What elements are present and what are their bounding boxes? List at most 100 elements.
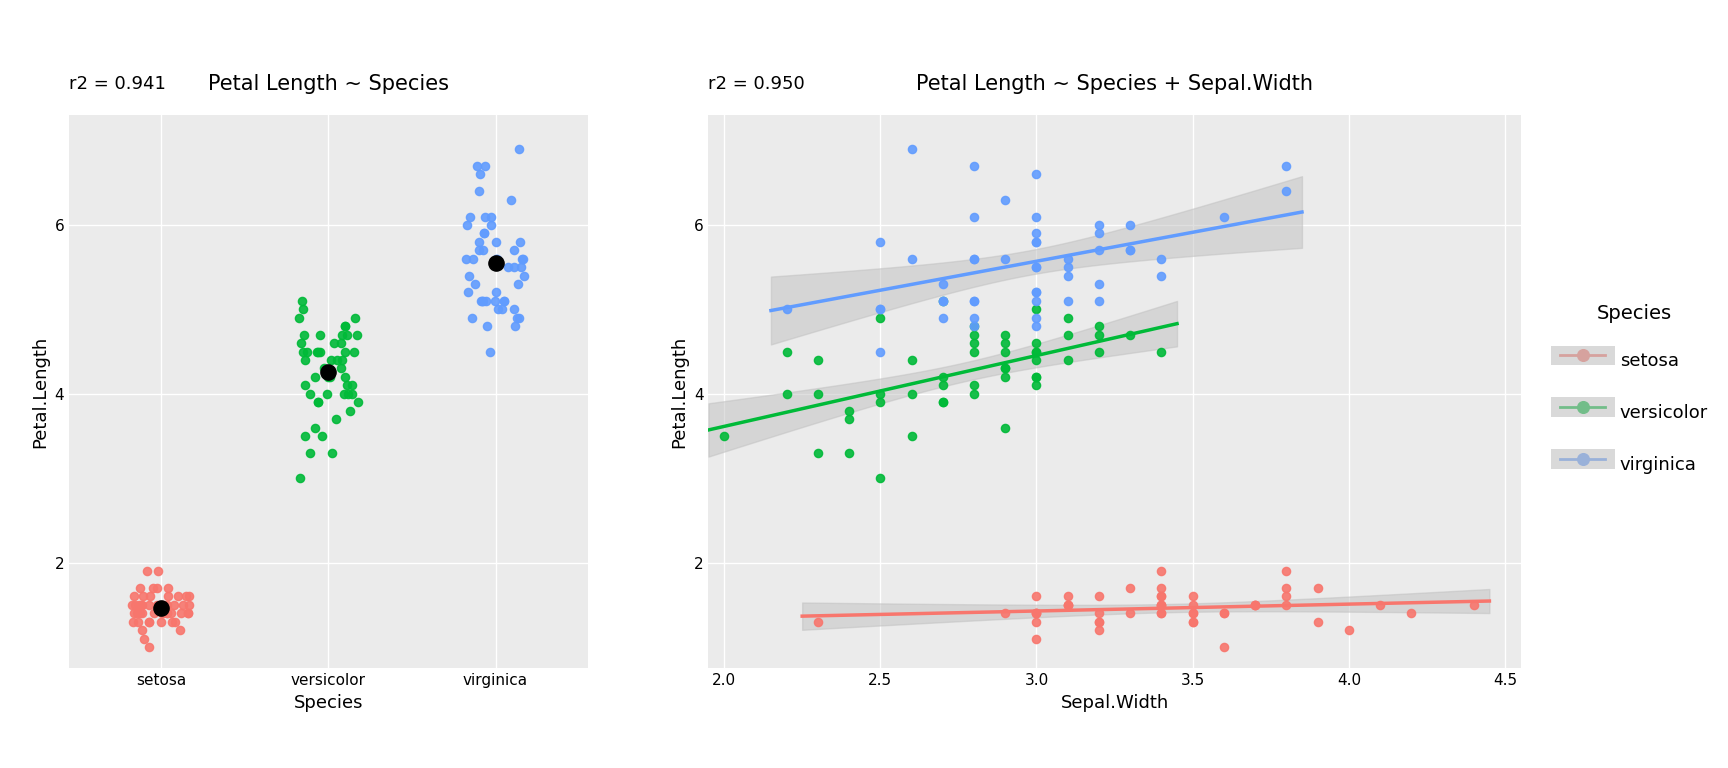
Point [835, 413, 862, 425]
Point [175, 607, 202, 620]
Point [453, 253, 480, 265]
Point [772, 388, 800, 400]
Point [866, 236, 893, 248]
Point [477, 219, 505, 231]
Point [494, 261, 522, 273]
Point [344, 396, 372, 409]
Point [465, 185, 492, 197]
Point [1023, 227, 1051, 240]
Point [1085, 278, 1113, 290]
Point [1116, 244, 1144, 257]
Point [1147, 607, 1175, 620]
Point [1085, 329, 1113, 341]
Point [710, 430, 738, 442]
Point [465, 244, 492, 257]
Point [147, 602, 175, 614]
Point [126, 599, 154, 611]
Point [334, 379, 361, 392]
Point [992, 422, 1020, 434]
Point [866, 303, 893, 316]
Point [961, 253, 988, 265]
Point [930, 295, 957, 307]
Point [323, 354, 351, 366]
Point [1023, 261, 1051, 273]
Point [1054, 591, 1082, 603]
Point [1085, 244, 1113, 257]
Point [1054, 599, 1082, 611]
Point [470, 160, 498, 172]
Point [472, 210, 499, 223]
Point [1147, 270, 1175, 282]
Point [772, 346, 800, 358]
Point [961, 295, 988, 307]
Point [135, 616, 162, 628]
X-axis label: Sepal.Width: Sepal.Width [1061, 694, 1168, 712]
Point [147, 616, 175, 628]
Point [1023, 616, 1051, 628]
Point [468, 244, 496, 257]
Point [1054, 253, 1082, 265]
Point [1241, 599, 1268, 611]
Point [804, 354, 831, 366]
Point [124, 616, 152, 628]
Point [289, 346, 316, 358]
Point [316, 371, 344, 383]
Point [327, 337, 354, 349]
Point [292, 354, 320, 366]
Point [130, 591, 157, 603]
Point [290, 379, 318, 392]
Point [897, 354, 924, 366]
Point [320, 337, 347, 349]
Point [143, 599, 171, 611]
Point [1085, 616, 1113, 628]
Point [1147, 599, 1175, 611]
Point [510, 270, 537, 282]
Point [992, 362, 1020, 375]
Point [1272, 591, 1299, 603]
Point [930, 379, 957, 392]
Point [330, 320, 358, 333]
Point [1023, 295, 1051, 307]
Title: Petal Length ~ Species: Petal Length ~ Species [207, 74, 449, 94]
Point [306, 329, 334, 341]
Point [1085, 227, 1113, 240]
Point [897, 143, 924, 155]
Point [992, 194, 1020, 206]
Point [930, 312, 957, 324]
Point [342, 329, 370, 341]
Point [1085, 616, 1113, 628]
Point [301, 422, 328, 434]
Point [482, 253, 510, 265]
Point [506, 236, 534, 248]
Point [119, 599, 147, 611]
Point [1147, 607, 1175, 620]
Point [150, 599, 178, 611]
Point [1023, 379, 1051, 392]
Point [304, 396, 332, 409]
Point [930, 278, 957, 290]
Point [164, 591, 192, 603]
Point [123, 607, 150, 620]
Point [453, 219, 480, 231]
Point [1085, 320, 1113, 333]
Point [468, 295, 496, 307]
Point [992, 337, 1020, 349]
Point [340, 312, 368, 324]
Point [477, 210, 505, 223]
Point [1147, 591, 1175, 603]
Point [121, 599, 149, 611]
Point [143, 582, 171, 594]
Point [289, 303, 316, 316]
Point [121, 607, 149, 620]
Point [473, 320, 501, 333]
Point [295, 447, 323, 459]
Point [145, 565, 173, 578]
Point [930, 295, 957, 307]
Point [327, 362, 354, 375]
Point [930, 396, 957, 409]
Point [866, 346, 893, 358]
Point [1116, 244, 1144, 257]
Point [168, 607, 195, 620]
Point [149, 607, 176, 620]
Point [461, 278, 489, 290]
